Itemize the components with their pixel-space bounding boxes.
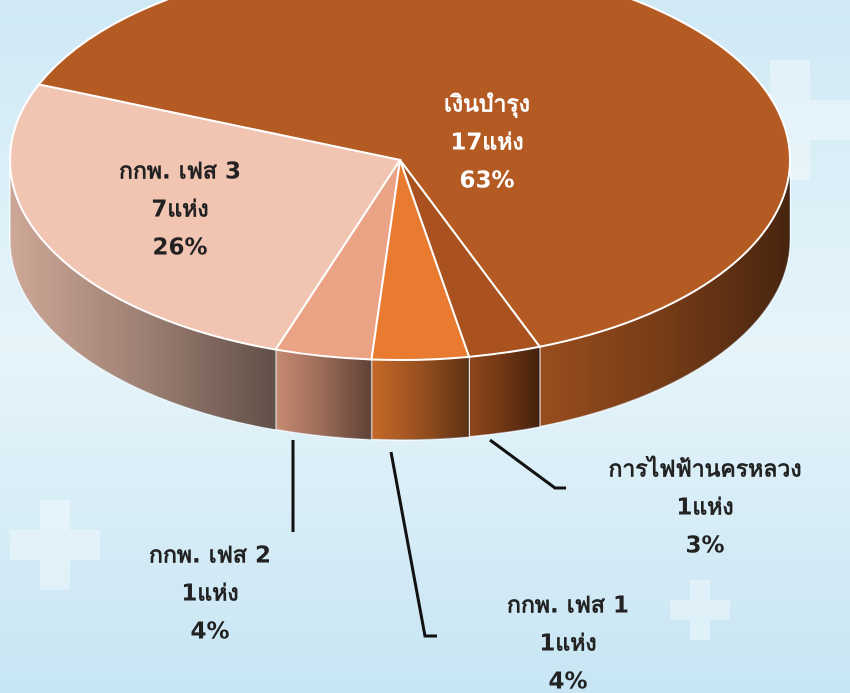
slice-value: 63%	[459, 168, 514, 194]
slice-side-shade	[469, 346, 540, 437]
slice-value: 4%	[548, 669, 587, 693]
slice-label: เงินบำรุง	[444, 92, 530, 119]
slice-side-shade	[10, 160, 276, 430]
slice-label: กกพ. เฟส 2	[149, 543, 271, 569]
leader-lines	[291, 438, 566, 638]
slice-detail: 1แห่ง	[181, 581, 238, 607]
slice-value: 4%	[190, 619, 229, 645]
slice	[37, 0, 791, 348]
slice-label: กกพ. เฟส 3	[119, 159, 241, 185]
labels: เงินบำรุง 17แห่ง 63% การไฟฟ้านครหลวง 1แห่ง 3%…	[119, 92, 802, 693]
slice-side-shade	[275, 349, 372, 440]
slice-side-shade	[371, 356, 470, 440]
slice-label: การไฟฟ้านครหลวง	[608, 455, 801, 483]
slice	[9, 83, 402, 351]
slice-detail: 1แห่ง	[539, 631, 596, 657]
pie	[9, 0, 791, 441]
slice-detail: 7แห่ง	[151, 197, 208, 223]
background-crosses	[10, 60, 850, 640]
slice-detail: 17แห่ง	[450, 130, 523, 156]
slice-side-shade	[539, 160, 791, 427]
slice-value: 26%	[152, 235, 207, 261]
slice-value: 3%	[685, 533, 724, 559]
slice-detail: 1แห่ง	[676, 495, 733, 521]
slice-label: กกพ. เฟส 1	[507, 593, 629, 619]
